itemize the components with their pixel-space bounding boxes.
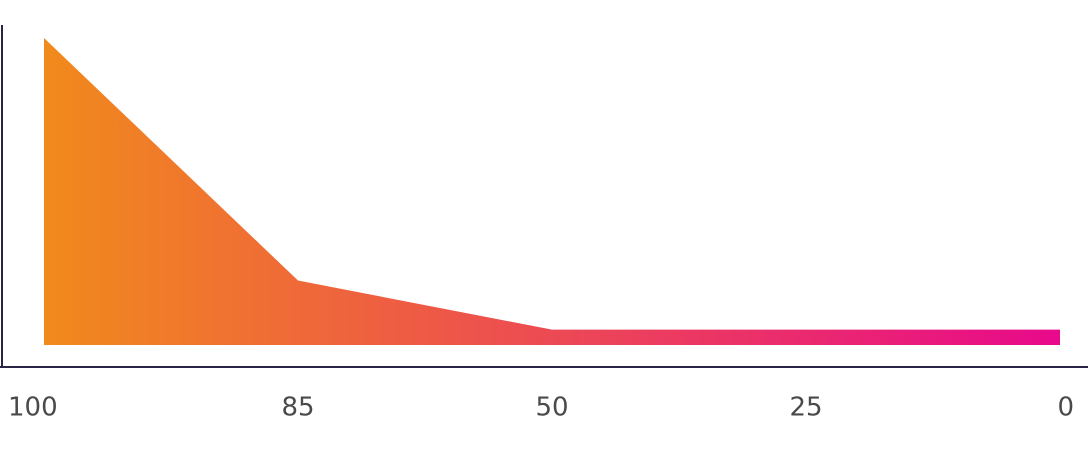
x-tick-label: 50 xyxy=(535,393,568,423)
x-tick-label: 100 xyxy=(8,393,58,423)
x-tick-label: 85 xyxy=(281,393,314,423)
x-tick-label: 25 xyxy=(789,393,822,423)
x-tick-label: 0 xyxy=(1057,393,1074,423)
area xyxy=(44,38,1060,345)
